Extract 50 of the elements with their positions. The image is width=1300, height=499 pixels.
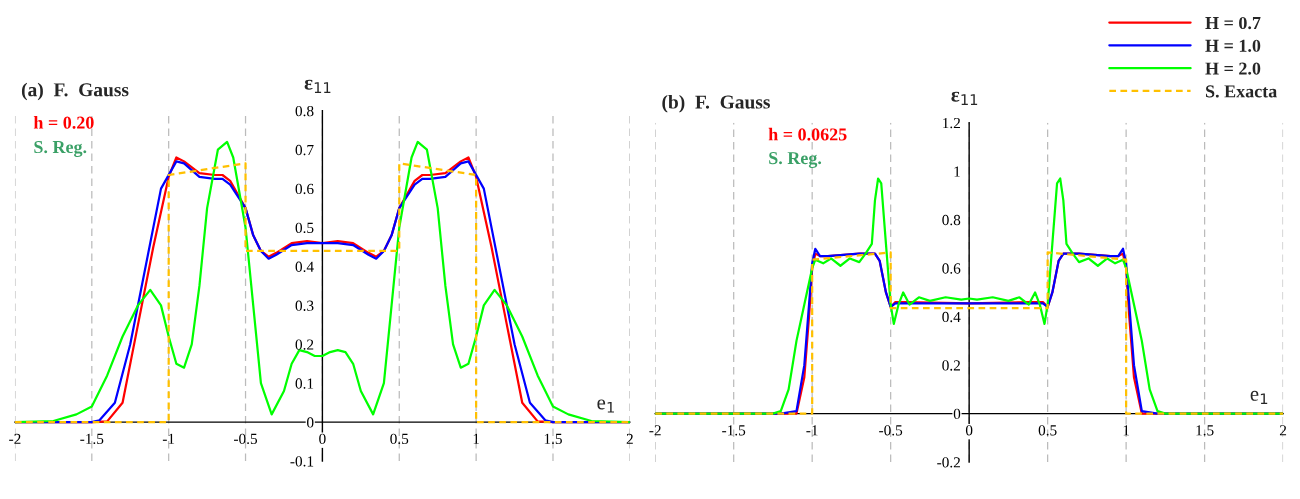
x-tick-label: -1.5 xyxy=(80,433,104,445)
x-tick-label: -0.5 xyxy=(879,425,903,436)
legend-label: H = 0.7 xyxy=(1205,16,1261,30)
legend-label: H = 1.0 xyxy=(1205,39,1261,52)
y-tick-label: 0.2 xyxy=(295,339,314,350)
y-tick-label: 1 xyxy=(954,166,960,177)
y-axis-title: ε$_{11}$ xyxy=(951,91,978,105)
x-tick-label: -1 xyxy=(806,425,818,436)
x-tick-label: -1 xyxy=(162,433,175,444)
chart-title: (a) F. Gauss xyxy=(21,82,129,101)
y-tick-label: 0.4 xyxy=(942,311,961,323)
x-tick-label: 0 xyxy=(319,433,326,445)
annotation: S. Reg. xyxy=(769,152,822,168)
y-tick-label: 0.6 xyxy=(295,183,314,195)
y-tick-label: 0 xyxy=(953,408,961,420)
x-tick-label: -2 xyxy=(649,425,661,436)
x-axis-title: e$_{1}$ xyxy=(597,399,614,413)
y-tick-label: 0.5 xyxy=(295,222,314,234)
x-axis-title: e$_{1}$ xyxy=(1250,390,1268,405)
legend-label: H = 2.0 xyxy=(1205,62,1261,75)
x-tick-label: 0 xyxy=(965,425,973,436)
x-tick-label: 2 xyxy=(626,433,633,444)
x-tick-label: -0.5 xyxy=(234,433,258,445)
annotation: S. Reg. xyxy=(34,140,87,157)
chart-title: (b) F. Gauss xyxy=(662,94,770,113)
x-tick-label: 1.5 xyxy=(1196,425,1214,436)
y-tick-label: -0.1 xyxy=(290,456,314,467)
y-tick-label: 0.8 xyxy=(942,214,961,226)
y-tick-label: 0.2 xyxy=(942,360,960,371)
x-tick-label: 0.5 xyxy=(390,433,409,445)
x-tick-label: 1.5 xyxy=(544,433,562,445)
y-tick-label: 0.1 xyxy=(295,378,314,389)
x-tick-label: 1 xyxy=(1123,425,1130,436)
x-tick-label: -2 xyxy=(9,433,21,444)
x-tick-label: -1.5 xyxy=(722,425,746,436)
y-tick-label: 0.6 xyxy=(942,263,961,274)
y-tick-label: 0 xyxy=(307,417,314,428)
annotation: h = 0.20 xyxy=(33,116,94,129)
y-tick-label: 0.4 xyxy=(295,261,314,272)
y-tick-label: 0.3 xyxy=(295,300,314,311)
y-tick-label: -0.2 xyxy=(937,457,960,468)
x-tick-label: 1 xyxy=(473,433,480,444)
legend-label: S. Exacta xyxy=(1205,85,1277,98)
y-tick-label: 0.7 xyxy=(295,144,314,156)
y-tick-label: 0.8 xyxy=(295,105,314,117)
x-tick-label: 2 xyxy=(1279,425,1287,436)
y-axis-title: ε$_{11}$ xyxy=(304,79,331,93)
annotation: h = 0.0625 xyxy=(768,127,847,141)
x-tick-label: 0.5 xyxy=(1038,425,1057,436)
y-tick-label: 1.2 xyxy=(943,117,960,129)
